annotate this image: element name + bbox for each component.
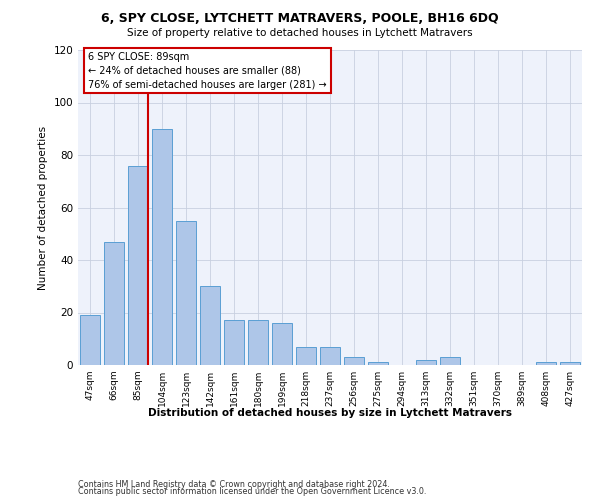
Y-axis label: Number of detached properties: Number of detached properties bbox=[38, 126, 48, 290]
Text: Contains public sector information licensed under the Open Government Licence v3: Contains public sector information licen… bbox=[78, 488, 427, 496]
Text: Contains HM Land Registry data © Crown copyright and database right 2024.: Contains HM Land Registry data © Crown c… bbox=[78, 480, 390, 489]
Bar bbox=[128, 166, 148, 365]
Bar bbox=[272, 323, 292, 365]
Bar bbox=[80, 315, 100, 365]
Bar bbox=[416, 360, 436, 365]
Bar bbox=[344, 357, 364, 365]
Bar bbox=[320, 346, 340, 365]
Bar bbox=[200, 286, 220, 365]
Text: Size of property relative to detached houses in Lytchett Matravers: Size of property relative to detached ho… bbox=[127, 28, 473, 38]
Bar bbox=[560, 362, 580, 365]
Bar bbox=[248, 320, 268, 365]
Bar bbox=[152, 128, 172, 365]
Bar bbox=[368, 362, 388, 365]
Text: 6, SPY CLOSE, LYTCHETT MATRAVERS, POOLE, BH16 6DQ: 6, SPY CLOSE, LYTCHETT MATRAVERS, POOLE,… bbox=[101, 12, 499, 26]
Bar bbox=[440, 357, 460, 365]
Bar bbox=[104, 242, 124, 365]
Text: 6 SPY CLOSE: 89sqm
← 24% of detached houses are smaller (88)
76% of semi-detache: 6 SPY CLOSE: 89sqm ← 24% of detached hou… bbox=[88, 52, 327, 90]
Text: Distribution of detached houses by size in Lytchett Matravers: Distribution of detached houses by size … bbox=[148, 408, 512, 418]
Bar bbox=[176, 220, 196, 365]
Bar bbox=[536, 362, 556, 365]
Bar bbox=[296, 346, 316, 365]
Bar bbox=[224, 320, 244, 365]
